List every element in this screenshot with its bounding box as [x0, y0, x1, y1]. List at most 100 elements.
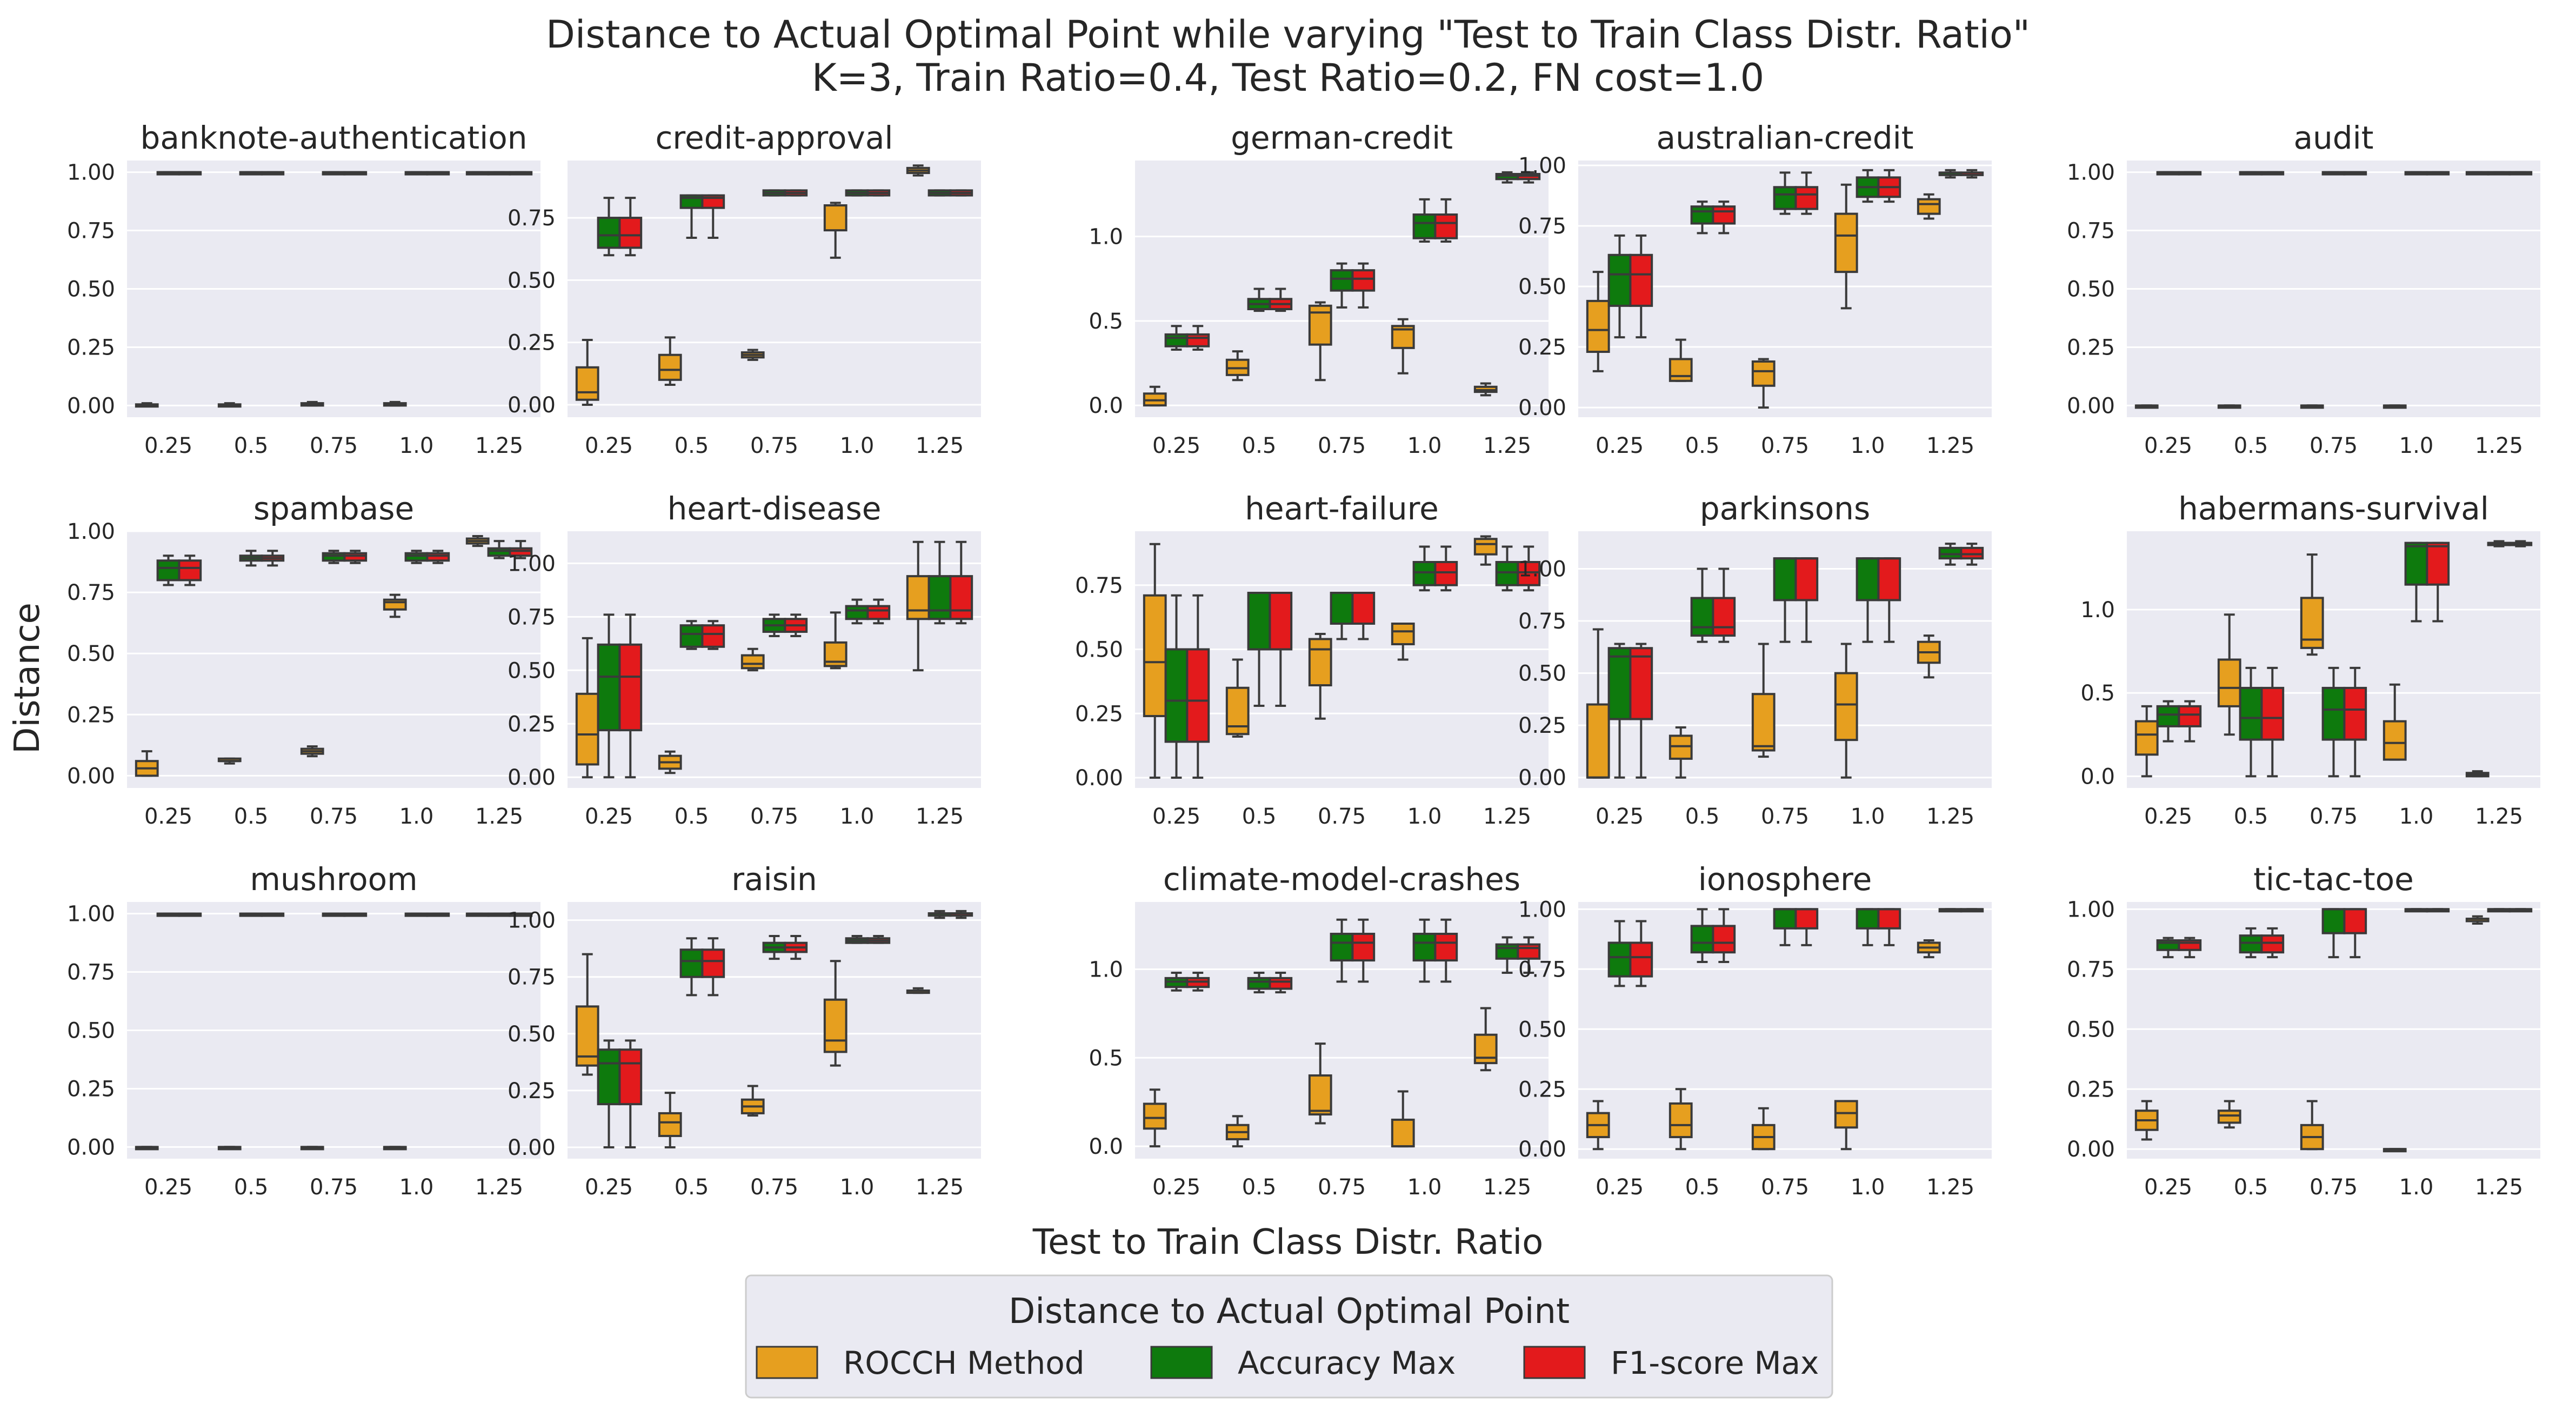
box-f1-score-max — [1351, 592, 1376, 640]
box-body — [1412, 213, 1437, 239]
box-body — [658, 1112, 682, 1137]
box-rocch-method — [465, 535, 490, 547]
box-rocch-method — [1391, 1090, 1415, 1148]
box-f1-score-max — [1434, 545, 1458, 592]
box-body — [1517, 943, 1541, 960]
box-accuracy-max — [322, 912, 346, 917]
box-rocch-method — [465, 912, 490, 917]
box-accuracy-max — [762, 189, 786, 197]
box-body — [1773, 186, 1797, 210]
box-body — [1517, 561, 1541, 586]
box-rocch-method — [1308, 633, 1332, 720]
box-accuracy-max — [1247, 592, 1271, 707]
x-tick-label: 0.25 — [585, 1175, 633, 1200]
box-f1-score-max — [1794, 908, 1819, 946]
box-rocch-method — [2465, 171, 2490, 176]
y-tick-label: 0.25 — [1518, 335, 1566, 360]
box-f1-score-max — [784, 935, 808, 960]
box-body — [1308, 638, 1332, 686]
box-rocch-method — [2465, 770, 2490, 778]
x-tick-label: 0.75 — [750, 1175, 798, 1200]
box-rocch-method — [1751, 358, 1776, 409]
box-rocch-method — [135, 402, 159, 408]
x-tick-label: 1.25 — [1926, 804, 1974, 829]
box-rocch-method — [2134, 705, 2159, 778]
box-body — [1669, 358, 1693, 382]
box-body — [906, 575, 930, 620]
y-tick-label: 0.50 — [67, 641, 115, 666]
box-body — [2217, 1109, 2241, 1124]
x-tick-label: 0.25 — [144, 433, 192, 458]
box-body — [322, 552, 346, 562]
box-rocch-method — [2383, 683, 2407, 761]
box-body — [1412, 932, 1437, 962]
box-body — [2178, 705, 2202, 727]
subplot-tic-tac-toe: tic-tac-toe 0.00 0.25 0.50 0.75 1.00 0.25 0.5 0.… — [2067, 861, 2540, 1200]
box-f1-score-max — [2508, 540, 2533, 547]
box-body — [1712, 597, 1736, 637]
box-body — [1856, 557, 1880, 601]
y-tick-label: 0.25 — [1075, 701, 1123, 726]
y-tick-label: 0.50 — [2067, 1017, 2115, 1042]
x-tick-label: 0.75 — [2310, 433, 2358, 458]
x-tick-label: 0.25 — [144, 804, 192, 829]
box-body — [2404, 542, 2428, 586]
box-f1-score-max — [701, 937, 725, 997]
box-body — [618, 1048, 643, 1106]
x-tick-label: 0.25 — [2144, 1175, 2192, 1200]
y-tick-label: 0.00 — [2067, 1137, 2115, 1162]
subplot-ionosphere: ionosphere 0.00 0.25 0.50 0.75 1.00 0.25 0.5 0.7… — [1518, 861, 1992, 1200]
x-tick-label: 1.0 — [2399, 804, 2434, 829]
box-accuracy-max — [2487, 540, 2511, 547]
box-accuracy-max — [679, 937, 704, 997]
y-tick-label: 0.00 — [508, 765, 556, 790]
box-rocch-method — [217, 402, 242, 408]
box-f1-score-max — [1877, 557, 1901, 643]
box-body — [1794, 557, 1819, 601]
box-rocch-method — [1473, 382, 1498, 397]
y-tick-label: 1.00 — [1518, 557, 1566, 582]
x-tick-label: 1.25 — [475, 1175, 523, 1200]
box-f1-score-max — [618, 1039, 643, 1148]
box-f1-score-max — [784, 189, 808, 197]
legend-swatch-rocch — [756, 1346, 818, 1379]
box-body — [1269, 977, 1293, 990]
box-f1-score-max — [1434, 918, 1458, 983]
box-f1-score-max — [1351, 262, 1376, 309]
box-f1-score-max — [1877, 908, 1901, 946]
box-rocch-method — [575, 339, 599, 406]
box-rocch-method — [1225, 658, 1250, 738]
legend-label-f1: F1-score Max — [1611, 1345, 1819, 1381]
x-tick-label: 0.25 — [1596, 804, 1644, 829]
x-tick-label: 0.5 — [1685, 804, 1720, 829]
x-tick-label: 0.25 — [585, 433, 633, 458]
box-body — [1586, 703, 1610, 779]
subplot-heart-failure: heart-failure 0.00 0.25 0.50 0.75 0.25 0.5 0.75… — [1075, 490, 1549, 829]
y-tick-label: 0.50 — [67, 1019, 115, 1044]
x-tick-label: 0.75 — [310, 433, 358, 458]
x-tick-label: 1.25 — [475, 804, 523, 829]
box-rocch-method — [1308, 301, 1332, 382]
box-body — [1330, 592, 1354, 625]
y-tick-label: 0.25 — [1518, 713, 1566, 738]
y-tick-label: 0.5 — [1089, 309, 1123, 334]
box-f1-score-max — [1877, 169, 1901, 203]
box-f1-score-max — [509, 171, 533, 176]
box-body — [343, 552, 368, 562]
box-body — [1629, 647, 1653, 720]
box-body — [701, 624, 725, 648]
x-tick-label: 1.25 — [1483, 804, 1531, 829]
box-body — [701, 948, 725, 978]
box-rocch-method — [300, 745, 324, 758]
y-tick-label: 0.75 — [1518, 609, 1566, 634]
box-body — [1751, 360, 1776, 387]
box-f1-score-max — [701, 194, 725, 239]
box-body — [1690, 597, 1714, 637]
x-tick-label: 1.0 — [1851, 433, 1885, 458]
y-tick-label: 0.00 — [1518, 766, 1566, 791]
x-tick-label: 1.0 — [1407, 433, 1442, 458]
box-body — [823, 204, 847, 232]
box-body — [1629, 941, 1653, 978]
x-tick-label: 1.25 — [1926, 1175, 1974, 1200]
box-body — [1143, 594, 1167, 717]
